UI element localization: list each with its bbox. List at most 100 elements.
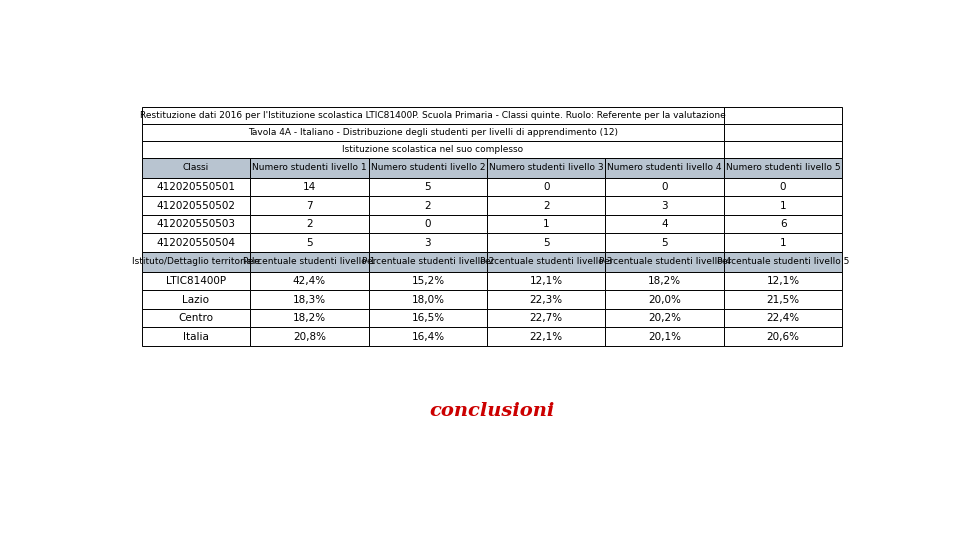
Text: 412020550502: 412020550502 (156, 201, 235, 211)
Text: Numero studenti livello 2: Numero studenti livello 2 (371, 164, 485, 172)
Text: 0: 0 (780, 182, 786, 192)
Bar (369, 215, 487, 233)
Bar (142, 327, 251, 346)
Text: Restituzione dati 2016 per l'Istituzione scolastica LTIC81400P. Scuola Primaria : Restituzione dati 2016 per l'Istituzione… (140, 111, 726, 120)
Text: 412020550504: 412020550504 (156, 238, 235, 248)
Bar (606, 158, 724, 178)
Bar (724, 197, 842, 215)
Bar (369, 178, 487, 197)
Bar (606, 291, 724, 309)
Text: 412020550503: 412020550503 (156, 219, 235, 229)
Text: 3: 3 (661, 201, 668, 211)
Bar (724, 309, 842, 327)
Text: 22,4%: 22,4% (766, 313, 800, 323)
Text: 0: 0 (543, 182, 549, 192)
Text: 0: 0 (424, 219, 431, 229)
Bar (724, 141, 842, 158)
Text: 22,3%: 22,3% (530, 295, 563, 305)
Bar (487, 309, 606, 327)
Bar (369, 309, 487, 327)
Bar (251, 309, 369, 327)
Bar (724, 107, 842, 124)
Text: 20,1%: 20,1% (648, 332, 682, 342)
Text: Percentuale studenti livello 5: Percentuale studenti livello 5 (717, 258, 850, 266)
Text: 6: 6 (780, 219, 786, 229)
Bar (724, 327, 842, 346)
Bar (369, 197, 487, 215)
Bar (369, 327, 487, 346)
Bar (487, 215, 606, 233)
Text: 1: 1 (543, 219, 550, 229)
Text: 1: 1 (780, 238, 786, 248)
Bar (487, 178, 606, 197)
Text: 42,4%: 42,4% (293, 276, 326, 286)
Text: 18,0%: 18,0% (412, 295, 444, 305)
Bar (142, 233, 251, 252)
Text: Percentuale studenti livello 4: Percentuale studenti livello 4 (599, 258, 731, 266)
Bar (606, 215, 724, 233)
Text: 22,1%: 22,1% (530, 332, 563, 342)
Text: 12,1%: 12,1% (766, 276, 800, 286)
Bar (724, 215, 842, 233)
Bar (606, 252, 724, 272)
Bar (142, 215, 251, 233)
Bar (606, 272, 724, 291)
Text: 4: 4 (661, 219, 668, 229)
Text: 1: 1 (780, 201, 786, 211)
Bar (142, 252, 251, 272)
Text: Percentuale studenti livello 2: Percentuale studenti livello 2 (362, 258, 494, 266)
Text: 21,5%: 21,5% (766, 295, 800, 305)
Text: 5: 5 (543, 238, 550, 248)
Bar (724, 252, 842, 272)
Text: Numero studenti livello 3: Numero studenti livello 3 (489, 164, 604, 172)
Bar (487, 158, 606, 178)
Text: 12,1%: 12,1% (530, 276, 563, 286)
Text: Istituzione scolastica nel suo complesso: Istituzione scolastica nel suo complesso (342, 145, 523, 154)
Bar (142, 178, 251, 197)
Text: 18,2%: 18,2% (293, 313, 326, 323)
Text: Istituto/Dettaglio territoriale: Istituto/Dettaglio territoriale (132, 258, 260, 266)
Text: 16,4%: 16,4% (411, 332, 444, 342)
Bar (251, 215, 369, 233)
Text: 20,0%: 20,0% (648, 295, 682, 305)
Bar (142, 272, 251, 291)
Bar (142, 309, 251, 327)
Text: 3: 3 (424, 238, 431, 248)
Bar (369, 252, 487, 272)
Text: LTIC81400P: LTIC81400P (166, 276, 226, 286)
Bar (251, 178, 369, 197)
Bar (369, 291, 487, 309)
Text: Percentuale studenti livello 3: Percentuale studenti livello 3 (480, 258, 612, 266)
Text: 5: 5 (424, 182, 431, 192)
Text: 2: 2 (543, 201, 550, 211)
Text: 5: 5 (661, 238, 668, 248)
Text: Classi: Classi (182, 164, 209, 172)
Bar (487, 327, 606, 346)
Bar (251, 158, 369, 178)
Text: 412020550501: 412020550501 (156, 182, 235, 192)
Text: 18,2%: 18,2% (648, 276, 682, 286)
Bar (606, 197, 724, 215)
Bar (369, 233, 487, 252)
Text: 15,2%: 15,2% (411, 276, 444, 286)
Text: 20,2%: 20,2% (648, 313, 682, 323)
Text: 18,3%: 18,3% (293, 295, 326, 305)
Text: Percentuale studenti livello 1: Percentuale studenti livello 1 (243, 258, 375, 266)
Bar (724, 291, 842, 309)
Bar (724, 178, 842, 197)
Text: 20,6%: 20,6% (767, 332, 800, 342)
Bar (487, 291, 606, 309)
Bar (487, 252, 606, 272)
Text: 22,7%: 22,7% (530, 313, 563, 323)
Text: 7: 7 (306, 201, 313, 211)
Bar (142, 291, 251, 309)
Bar (251, 197, 369, 215)
Bar (487, 233, 606, 252)
Bar (606, 327, 724, 346)
Bar (251, 327, 369, 346)
Text: 16,5%: 16,5% (411, 313, 444, 323)
Bar (606, 233, 724, 252)
Bar (487, 272, 606, 291)
Bar (251, 252, 369, 272)
Bar (142, 158, 251, 178)
